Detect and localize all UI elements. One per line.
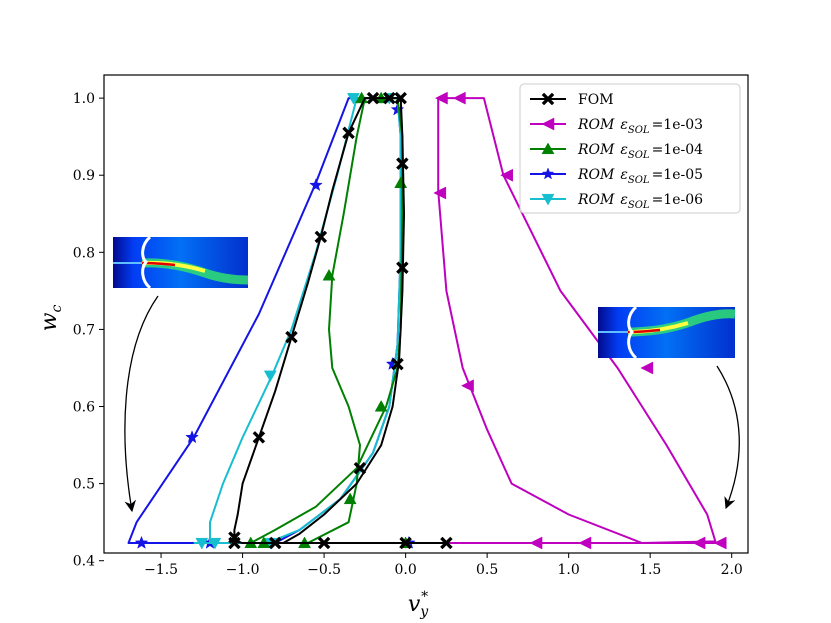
x-axis-label: vy* (408, 589, 429, 620)
legend: FOM ROM εSOL =1e-03 ROM εSOL =1e-04 ROM εSOL =… (519, 83, 741, 214)
axes-frame (103, 74, 749, 554)
x-tick-label: 0.0 (394, 562, 416, 578)
x-axis-ticks: −1.5 −1.0 −0.5 0.0 0.5 1.0 1.5 2.0 (144, 553, 743, 578)
x-tick-label: −1.5 (144, 562, 178, 578)
data-point (578, 536, 592, 550)
data-point (309, 178, 323, 192)
data-point (399, 536, 412, 550)
y-tick-label: 0.6 (73, 400, 95, 416)
data-point (692, 536, 706, 550)
series-line (249, 97, 404, 544)
y-axis-label: wc (37, 305, 65, 332)
series-layer (127, 91, 727, 550)
data-point (433, 186, 447, 200)
data-point (434, 91, 448, 105)
legend-keys (530, 92, 566, 206)
data-point (394, 91, 408, 105)
legend-entry-fom: FOM (578, 92, 614, 108)
legend-key-marker (541, 92, 555, 106)
y-tick-label: 1.0 (73, 91, 95, 107)
data-point (713, 536, 727, 550)
data-point (252, 431, 266, 444)
data-point (195, 537, 209, 550)
x-tick-label: 0.5 (476, 562, 498, 578)
data-point (461, 379, 474, 393)
series-fom (228, 91, 453, 550)
data-point (314, 230, 328, 244)
data-point (396, 261, 409, 275)
x-tick-label: −0.5 (307, 562, 341, 578)
series-rom-sol-1e-03 (433, 91, 727, 550)
y-tick-label: 0.7 (73, 322, 95, 338)
y-axis-ticks: 0.4 0.5 0.6 0.7 0.8 0.9 1.0 (73, 91, 104, 570)
legend-key-marker (541, 117, 555, 131)
data-point (134, 535, 149, 549)
left-annotation-arrow (124, 295, 159, 513)
data-point (317, 536, 331, 550)
data-point (452, 91, 466, 105)
data-point (342, 126, 355, 140)
legend-key-marker (541, 167, 555, 180)
data-point (322, 268, 336, 281)
inset-flow-field-left (113, 235, 249, 290)
data-point (366, 91, 380, 105)
data-point (185, 430, 199, 444)
x-tick-label: −1.0 (226, 562, 260, 578)
legend-entry-rom-1e-04: ROM εSOL =1e-04 (577, 142, 703, 161)
data-point (500, 168, 513, 182)
data-point (396, 157, 409, 171)
legend-key-marker (541, 142, 555, 155)
data-point (268, 536, 282, 550)
right-annotation-arrow (716, 365, 740, 510)
data-point (347, 93, 360, 105)
legend-entry-rom-1e-06: ROM εSOL =1e-06 (577, 192, 703, 211)
y-tick-label: 0.5 (73, 477, 95, 493)
series-line (437, 97, 724, 544)
legend-entry-rom-1e-03: ROM εSOL =1e-03 (577, 117, 703, 136)
y-tick-label: 0.8 (73, 245, 95, 261)
y-tick-label: 0.9 (73, 168, 95, 184)
data-point (391, 357, 404, 371)
data-point (640, 361, 654, 375)
x-tick-label: 1.5 (639, 562, 661, 578)
inset-flow-field-right (598, 305, 736, 360)
data-point (529, 536, 543, 550)
data-point (353, 461, 367, 475)
data-point (228, 531, 241, 544)
y-tick-label: 0.4 (73, 554, 95, 570)
legend-key-marker (541, 193, 555, 206)
data-point (343, 492, 357, 505)
data-point (263, 370, 277, 383)
data-point (440, 536, 453, 550)
x-tick-label: 1.0 (558, 562, 580, 578)
legend-entry-rom-1e-05: ROM εSOL =1e-05 (577, 167, 703, 186)
data-point (285, 330, 298, 344)
data-point (208, 537, 222, 550)
data-point (374, 400, 388, 412)
x-tick-label: 2.0 (721, 562, 743, 578)
